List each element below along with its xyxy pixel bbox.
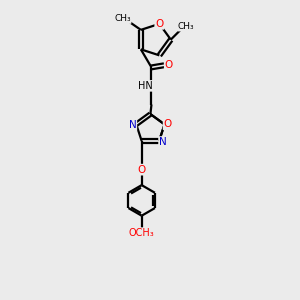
- Text: HN: HN: [138, 81, 153, 91]
- Text: O: O: [164, 119, 172, 129]
- Text: O: O: [137, 165, 146, 175]
- Text: CH₃: CH₃: [114, 14, 131, 23]
- Text: N: N: [159, 137, 167, 147]
- Text: CH₃: CH₃: [178, 22, 195, 31]
- Text: N: N: [129, 120, 136, 130]
- Text: OCH₃: OCH₃: [129, 228, 154, 238]
- Text: O: O: [155, 19, 164, 29]
- Text: O: O: [165, 60, 173, 70]
